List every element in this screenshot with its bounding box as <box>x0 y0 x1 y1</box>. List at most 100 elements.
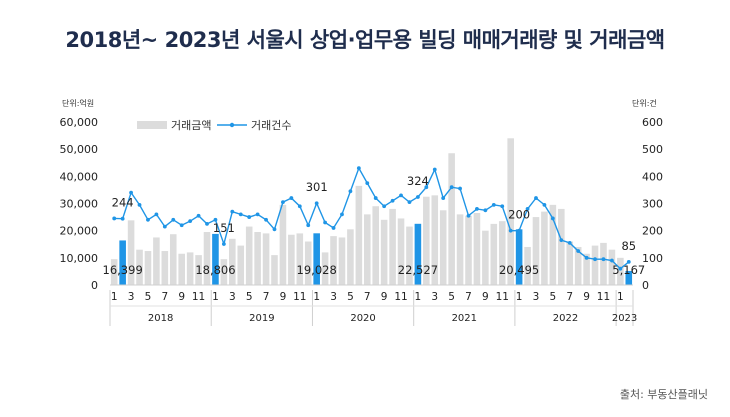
bar <box>431 195 439 285</box>
line-point <box>542 202 547 207</box>
line-point <box>390 198 395 203</box>
x-month-label: 5 <box>550 291 557 303</box>
bar <box>229 238 236 285</box>
bar <box>161 251 169 285</box>
left-axis-tick: 40,000 <box>60 170 99 183</box>
line-point <box>550 216 555 221</box>
line-point <box>491 202 496 207</box>
bar <box>127 220 135 285</box>
line-series <box>112 166 631 271</box>
line-point <box>500 204 505 209</box>
line-point <box>559 238 564 243</box>
bar-highlight <box>313 233 320 285</box>
line-point <box>255 212 260 217</box>
bar <box>380 219 388 285</box>
left-axis-tick: 60,000 <box>60 116 99 129</box>
source-note: 출처: 부동산플래닛 <box>619 388 708 401</box>
x-month-label: 1 <box>313 291 320 303</box>
line-point <box>238 212 243 217</box>
line-value-label: 85 <box>621 239 636 253</box>
x-month-label: 9 <box>178 291 185 303</box>
bar <box>178 253 185 285</box>
x-month-label: 1 <box>617 291 624 303</box>
bar <box>245 226 253 285</box>
x-month-label: 7 <box>465 291 472 303</box>
bar <box>600 242 607 285</box>
line-point <box>449 185 454 190</box>
bar <box>465 215 472 285</box>
bar <box>296 233 304 285</box>
line-point <box>601 257 606 262</box>
line-point <box>272 227 277 232</box>
bar <box>583 253 590 285</box>
line-point <box>424 185 429 190</box>
left-axis-tick: 30,000 <box>60 198 99 211</box>
line-point <box>348 189 353 194</box>
chart-title: 2018년~ 2023년 서울시 상업·업무용 빌딩 매매거래량 및 거래금액 <box>65 28 665 52</box>
bar-value-labels: 16,399 18,806 19,028 22,527 20,495 5,167 <box>103 263 646 277</box>
line-point <box>382 204 387 209</box>
bar <box>591 245 599 285</box>
bar-value-label: 18,806 <box>195 263 235 277</box>
line-point <box>584 255 589 260</box>
line-point <box>221 242 226 246</box>
line-point <box>146 217 150 222</box>
bar <box>439 210 447 285</box>
line-point <box>340 212 344 217</box>
x-month-label: 9 <box>381 291 388 303</box>
legend-bar-swatch <box>137 121 167 129</box>
bar <box>389 208 396 285</box>
x-month-label: 9 <box>280 291 287 303</box>
x-month-label: 1 <box>516 291 523 303</box>
bar <box>304 241 312 285</box>
line-point <box>399 193 403 198</box>
bar <box>524 246 531 285</box>
bar <box>574 246 582 285</box>
line-point <box>508 228 513 233</box>
line-point <box>331 226 336 230</box>
line-point <box>407 200 412 205</box>
line-point <box>297 204 302 209</box>
left-axis-tick: 20,000 <box>60 225 99 238</box>
left-axis-tick: 50,000 <box>60 143 99 156</box>
bar <box>363 214 371 285</box>
x-month-label: 9 <box>583 291 590 303</box>
x-month-label: 5 <box>145 291 152 303</box>
x-month-label: 11 <box>293 291 306 303</box>
bar <box>220 259 228 285</box>
line-point <box>120 216 125 221</box>
x-month-label: 5 <box>448 291 455 303</box>
x-month-label: 3 <box>128 291 135 303</box>
x-month-label: 3 <box>330 291 337 303</box>
bar <box>482 230 489 285</box>
line-point <box>576 249 581 253</box>
bar-value-label: 20,495 <box>499 263 539 277</box>
line-point <box>475 207 479 211</box>
bar-highlight <box>119 240 126 285</box>
x-month-label: 5 <box>246 291 253 303</box>
x-month-label: 5 <box>347 291 354 303</box>
line-point <box>137 202 142 207</box>
line-value-label: 324 <box>407 174 429 188</box>
x-month-label: 7 <box>566 291 573 303</box>
x-month-label: 3 <box>229 291 236 303</box>
right-axis-tick: 0 <box>642 279 649 292</box>
line-point <box>466 213 471 218</box>
x-year-label: 2019 <box>249 313 274 324</box>
bar <box>397 218 405 285</box>
right-axis-tick: 100 <box>642 252 663 265</box>
bar <box>372 206 380 285</box>
line-point <box>365 181 370 186</box>
bar <box>136 249 143 285</box>
bar <box>355 185 363 285</box>
x-month-label: 11 <box>496 291 509 303</box>
bar <box>549 204 557 285</box>
bar <box>617 257 624 285</box>
bar-value-label: 22,527 <box>398 263 438 277</box>
bar <box>330 236 337 285</box>
bar-value-label: 5,167 <box>612 263 645 277</box>
line-point <box>230 209 235 214</box>
legend-line-marker <box>229 122 235 128</box>
line-point <box>188 219 193 224</box>
